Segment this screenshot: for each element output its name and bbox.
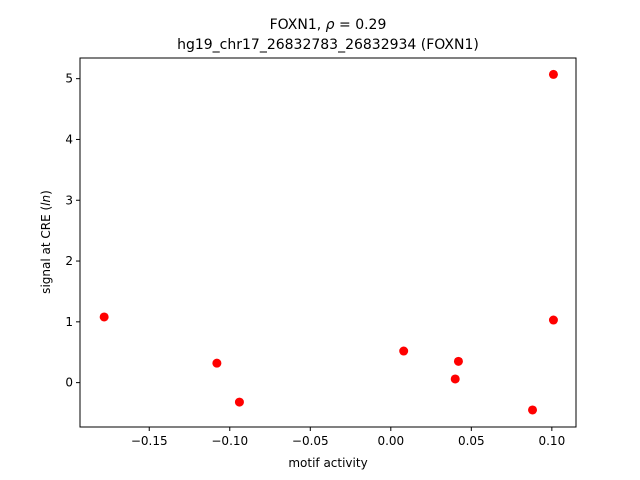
y-axis-label-prefix: signal at CRE ( [39, 206, 53, 294]
x-tick-label: −0.10 [211, 434, 248, 448]
y-tick-label: 1 [65, 315, 73, 329]
x-axis-ticks: −0.15 −0.10 −0.05 0.00 0.05 0.10 [131, 427, 565, 448]
x-tick-label: 0.10 [538, 434, 565, 448]
x-tick-label: −0.15 [131, 434, 168, 448]
data-point [99, 312, 109, 322]
data-point [528, 405, 538, 415]
chart-title-suffix: = 0.29 [335, 17, 387, 33]
data-point [548, 315, 558, 325]
data-point [212, 358, 222, 368]
y-tick-label: 0 [65, 376, 73, 390]
chart-title-rho: ρ [326, 17, 335, 33]
points-layer [99, 69, 558, 415]
chart-title-prefix: FOXN1, [270, 17, 326, 33]
chart-title: FOXN1, ρ = 0.29 [270, 17, 387, 33]
chart-subtitle: hg19_chr17_26832783_26832934 (FOXN1) [177, 37, 479, 53]
data-point [450, 374, 460, 384]
y-tick-label: 5 [65, 72, 73, 86]
y-tick-label: 3 [65, 193, 73, 207]
data-point [453, 356, 463, 366]
y-axis-ticks: 0 1 2 3 4 5 [65, 72, 80, 390]
y-axis-label: signal at CRE (ln) [39, 190, 53, 294]
x-tick-label: −0.05 [292, 434, 329, 448]
axes-frame [79, 57, 577, 428]
plot-area [79, 57, 577, 428]
y-tick-label: 4 [65, 132, 73, 146]
data-point [548, 69, 558, 79]
data-point [234, 397, 244, 407]
x-tick-label: 0.05 [458, 434, 485, 448]
x-tick-label: 0.00 [377, 434, 404, 448]
data-point [399, 346, 409, 356]
y-axis-label-suffix: ) [39, 190, 53, 195]
x-axis-label: motif activity [288, 456, 367, 470]
y-axis-label-italic: ln [39, 195, 53, 206]
y-tick-label: 2 [65, 254, 73, 268]
